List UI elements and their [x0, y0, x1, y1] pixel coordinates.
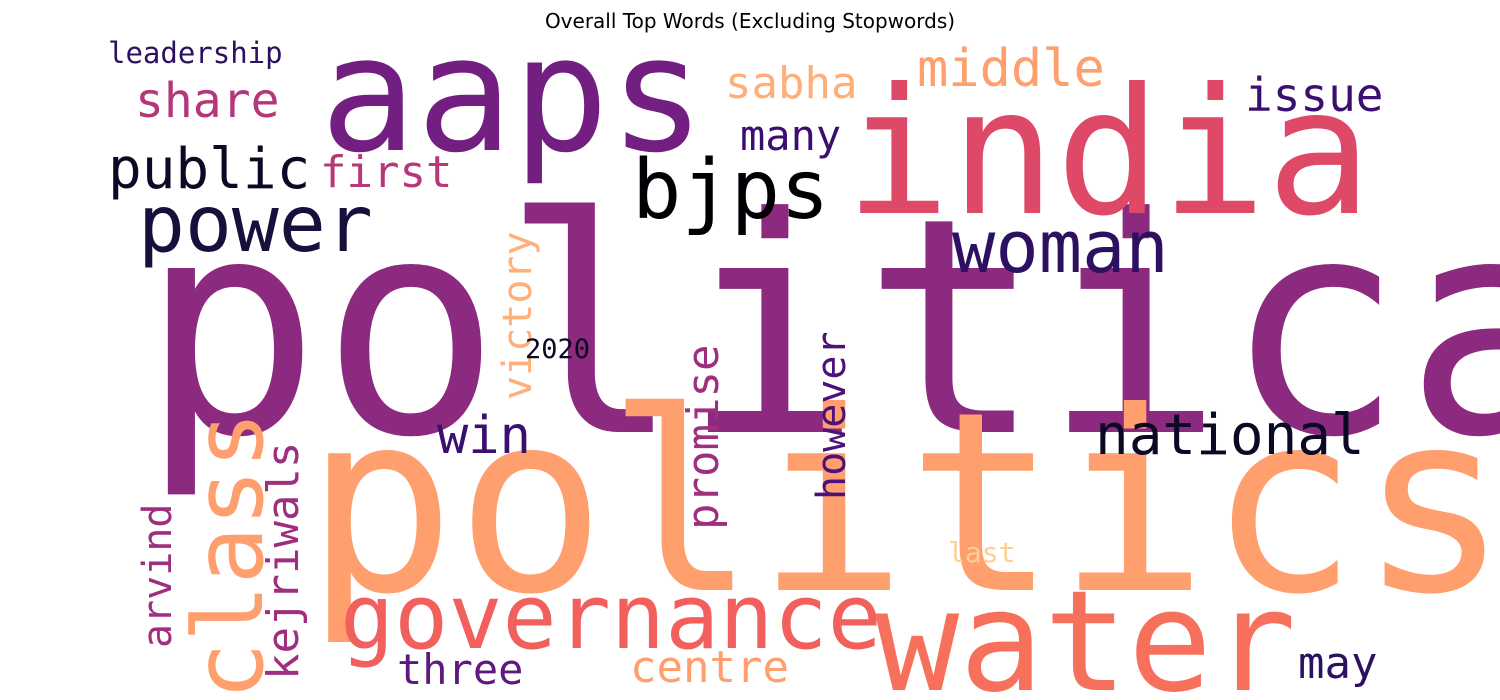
word-bjps: bjps — [632, 143, 829, 238]
word-2020: 2020 — [525, 334, 590, 365]
word-may: may — [1298, 638, 1377, 689]
word-water: water — [875, 561, 1296, 700]
word-sabha: sabha — [725, 58, 857, 109]
word-last: last — [948, 536, 1015, 569]
word-kejriwals: kejriwals — [258, 442, 309, 680]
word-woman: woman — [952, 205, 1169, 289]
word-leadership: leadership — [108, 36, 283, 70]
word-political: political — [140, 154, 1500, 503]
word-power: power — [138, 180, 373, 270]
word-national: national — [1095, 403, 1365, 468]
word-many: many — [740, 111, 841, 160]
word-three: three — [397, 645, 523, 694]
word-aaps: aaps — [320, 1, 705, 188]
word-middle: middle — [917, 39, 1105, 99]
word-class: class — [173, 411, 285, 700]
word-however: however — [809, 331, 855, 500]
word-issue: issue — [1245, 68, 1383, 122]
word-first: first — [320, 147, 452, 198]
word-governance: governance — [340, 565, 882, 670]
word-india: india — [845, 52, 1372, 255]
word-share: share — [135, 73, 280, 129]
word-victory: victory — [495, 231, 541, 400]
word-centre: centre — [630, 642, 789, 693]
chart-title: Overall Top Words (Excluding Stopwords) — [544, 9, 956, 33]
word-win: win — [437, 406, 531, 466]
word-arvind: arvind — [135, 504, 181, 649]
word-public: public — [108, 137, 310, 202]
word-politics: politics — [305, 358, 1500, 649]
word-promise: promise — [678, 345, 729, 530]
